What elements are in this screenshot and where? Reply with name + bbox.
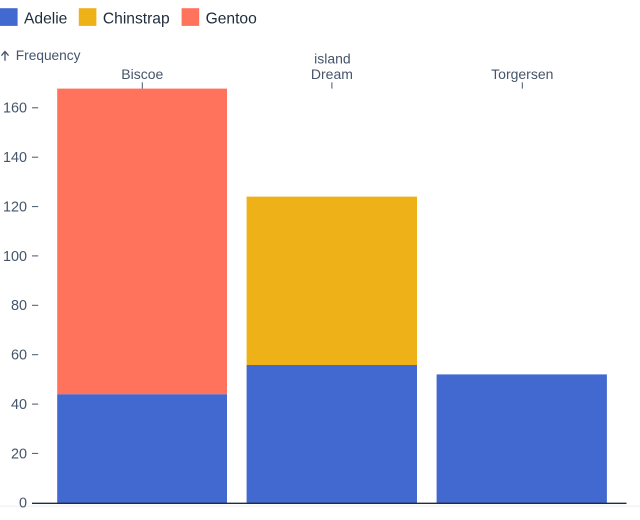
svg-text:Torgersen: Torgersen	[491, 66, 553, 82]
svg-text:Dream: Dream	[311, 66, 353, 82]
svg-text:Gentoo: Gentoo	[206, 10, 257, 27]
svg-text:Frequency: Frequency	[16, 48, 81, 63]
svg-text:Chinstrap: Chinstrap	[103, 10, 170, 27]
svg-text:160: 160	[3, 101, 27, 117]
svg-text:Biscoe: Biscoe	[121, 66, 163, 82]
svg-text:Adelie: Adelie	[24, 10, 67, 27]
svg-text:120: 120	[3, 200, 27, 216]
svg-text:80: 80	[11, 298, 27, 314]
svg-text:60: 60	[11, 348, 27, 364]
svg-text:20: 20	[11, 446, 27, 462]
svg-text:0: 0	[19, 496, 27, 512]
svg-text:island: island	[314, 50, 351, 66]
svg-text:140: 140	[3, 150, 27, 166]
svg-text:100: 100	[3, 249, 27, 265]
svg-text:40: 40	[11, 397, 27, 413]
